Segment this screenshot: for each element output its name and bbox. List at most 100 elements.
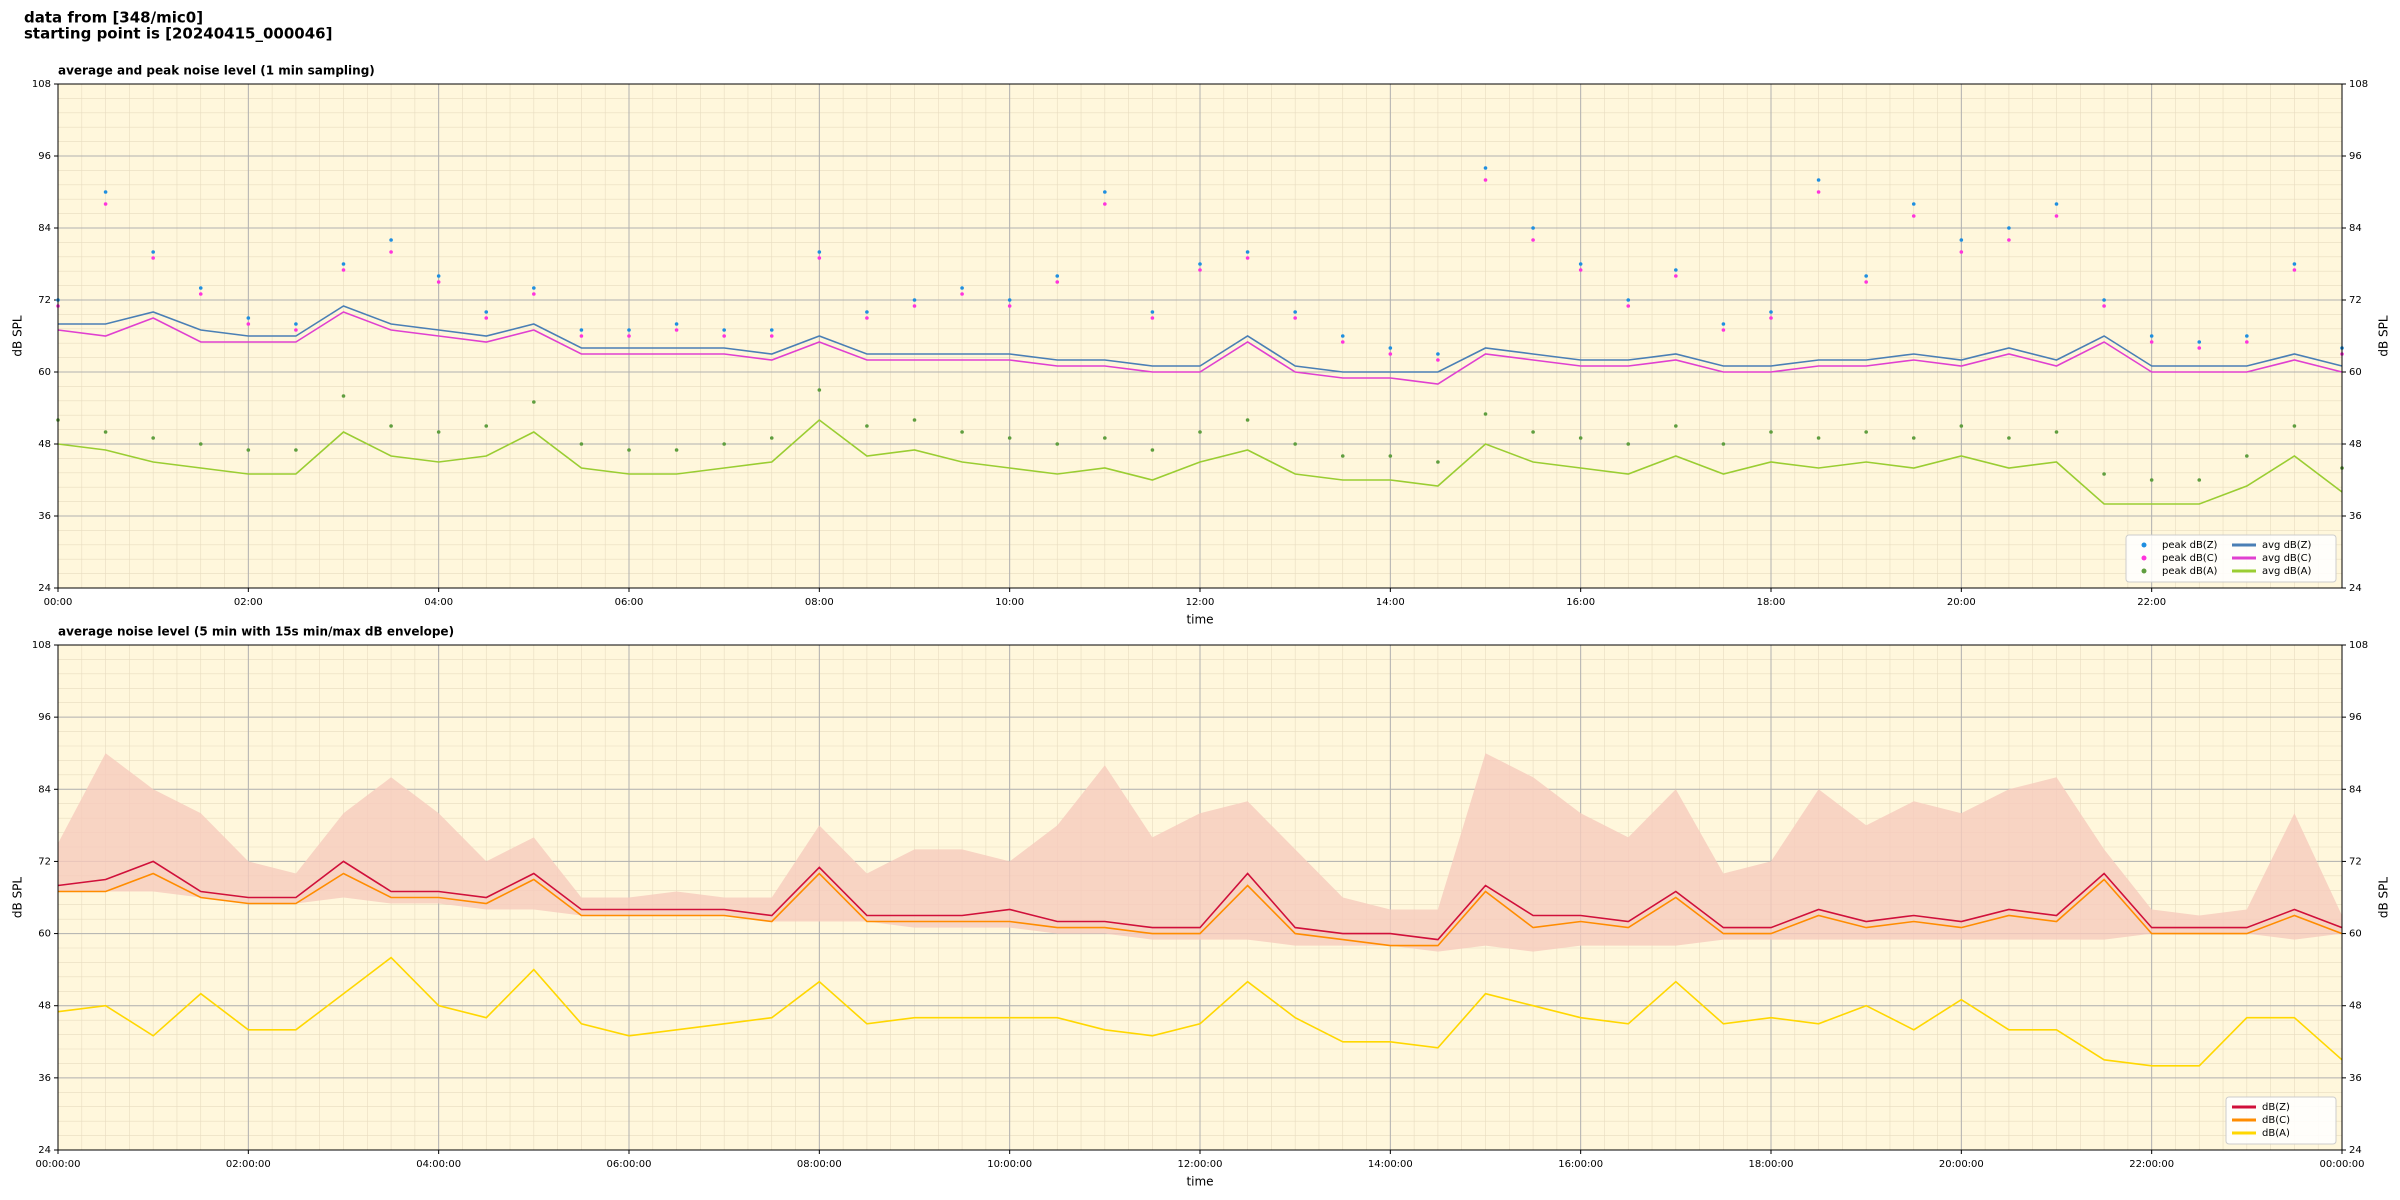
peak-dot [532,400,536,404]
peak-dot [436,430,441,434]
peak-dot [1769,316,1773,320]
y-axis-label: dB SPL [2377,315,2391,357]
y-tick-label: 108 [32,640,51,651]
legend-label: dB(C) [2262,1115,2290,1126]
peak-dot [1578,436,1583,440]
peak-dot [674,448,679,452]
peak-dot [1483,412,1488,416]
peak-dot [484,316,489,320]
peak-dot [198,292,203,296]
x-tick-label: 08:00:00 [797,1159,842,1170]
peak-dot [1959,424,1964,428]
peak-dot [341,394,346,398]
legend-label: avg dB(A) [2262,566,2312,577]
y-tick-label: 48 [2349,1001,2362,1012]
peak-dot [865,316,869,320]
y-tick-label: 48 [2349,439,2362,450]
peak-dot [769,436,774,440]
peak-dot [1198,430,1202,434]
plot-title: average and peak noise level (1 min samp… [58,64,375,78]
peak-dot [1055,274,1060,278]
x-tick-label: 12:00 [1186,597,1215,608]
x-tick-label: 16:00 [1566,597,1595,608]
peak-dot [1007,436,1012,440]
peak-dot [817,256,822,260]
peak-dot [103,202,108,206]
x-axis-label: time [1186,613,1213,627]
peak-dot [341,262,346,266]
series-line [58,872,2343,947]
header-line: data from [348/mic0] [24,9,203,27]
x-tick-label: 18:00 [1757,597,1786,608]
peak-dot [1864,430,1868,434]
peak-dot [294,322,298,326]
peak-dot [1103,202,1107,206]
peak-dot [1436,358,1440,362]
peak-dot [151,436,155,440]
y-tick-label: 60 [2349,367,2362,378]
peak-dot [389,250,393,254]
legend-label: avg dB(Z) [2262,540,2312,551]
legend-symbol [2141,555,2147,561]
peak-dot [1721,328,1726,332]
y-tick-label: 60 [38,929,51,940]
peak-dot [103,190,108,194]
peak-dot [436,274,441,278]
y-tick-label: 72 [2349,856,2362,867]
peak-dot [674,328,679,332]
peak-dot [2197,478,2202,482]
x-tick-label: 14:00 [1376,597,1405,608]
peak-dot [1626,304,1631,308]
x-tick-label: 06:00 [615,597,644,608]
peak-dot [1150,448,1155,452]
peak-dot [1674,424,1678,428]
x-tick-label: 16:00:00 [1558,1159,1603,1170]
peak-dot [2245,454,2249,458]
y-tick-label: 96 [2349,712,2362,723]
peak-dot [1816,178,1821,182]
peak-dot [627,448,631,452]
peak-dot [1436,352,1440,356]
y-tick-label: 36 [2349,1073,2362,1084]
peak-dot [865,424,869,428]
peak-dot [1293,316,1297,320]
peak-dot [1769,310,1773,314]
series-line [57,860,2343,941]
x-tick-label: 10:00 [995,597,1024,608]
legend-symbol [2141,542,2147,548]
x-tick-label: 08:00 [805,597,834,608]
y-axis-label: dB SPL [11,315,25,357]
peak-dot [2292,424,2297,428]
peak-dot [579,334,584,338]
peak-dot [817,388,822,392]
peak-dot [2054,202,2059,206]
peak-dot [484,310,489,314]
peak-dot [2007,226,2011,230]
peak-dot [722,442,726,446]
peak-dot [1436,460,1440,464]
x-tick-label: 06:00:00 [607,1159,652,1170]
peak-dot [912,418,917,422]
peak-dot [1340,334,1345,338]
x-tick-label: 02:00 [234,597,263,608]
y-tick-label: 108 [2349,79,2368,90]
y-tick-label: 24 [2349,1145,2362,1156]
peak-dot [151,256,155,260]
peak-dot [1245,418,1250,422]
x-tick-label: 22:00 [2137,597,2166,608]
peak-dot [532,286,536,290]
peak-dot [1959,250,1964,254]
y-tick-label: 72 [38,295,51,306]
peak-dot [2007,436,2011,440]
x-tick-label: 10:00:00 [987,1159,1032,1170]
peak-dot [912,298,917,302]
peak-dot [1864,274,1868,278]
y-tick-label: 36 [38,1073,51,1084]
peak-dot [1340,340,1345,344]
y-tick-label: 36 [2349,511,2362,522]
x-tick-label: 04:00:00 [416,1159,461,1170]
peak-dot [1483,178,1488,182]
peak-dot [2197,340,2202,344]
peak-dot [1578,262,1583,266]
